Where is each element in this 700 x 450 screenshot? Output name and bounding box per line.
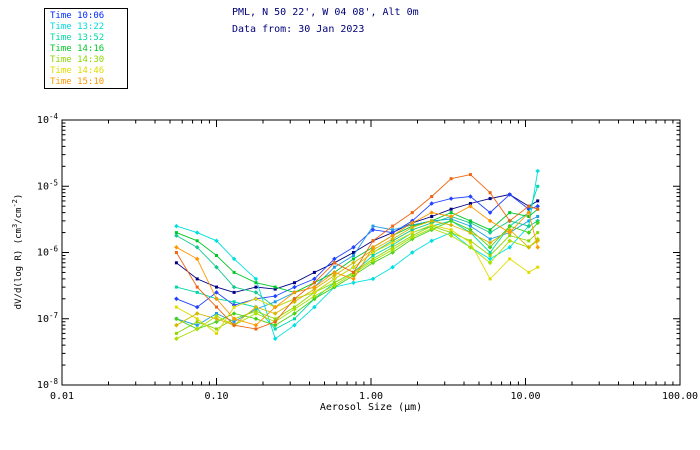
plot-title: PML, N 50 22', W 04 08', Alt 0m [232, 7, 419, 18]
legend-item-1352: Time 13:52 [50, 33, 105, 43]
svg-text:10-8: 10-8 [37, 377, 59, 391]
svg-text:1.00: 1.00 [359, 391, 383, 402]
legend-item-1510: Time 15:10 [50, 77, 105, 87]
svg-text:10-6: 10-6 [37, 245, 59, 259]
plot-subtitle: Data from: 30 Jan 2023 [232, 24, 365, 35]
x-axis-label: Aerosol Size (μm) [319, 402, 423, 413]
legend-item-1006: Time 10:06 [50, 11, 105, 21]
svg-text:10-4: 10-4 [37, 112, 59, 126]
legend-item-1322: Time 13:22 [50, 22, 105, 32]
svg-text:0.01: 0.01 [50, 391, 74, 402]
time-legend: Time 10:06 Time 13:22 Time 13:52 Time 14… [44, 8, 128, 89]
svg-text:0.10: 0.10 [204, 391, 228, 402]
legend-item-1430: Time 14:30 [50, 55, 105, 65]
legend-item-1416: Time 14:16 [50, 44, 105, 54]
svg-text:10-7: 10-7 [37, 311, 58, 325]
y-axis-label: dV/d(log R) (cm3/cm-2) [11, 193, 24, 310]
svg-text:10.00: 10.00 [510, 391, 540, 402]
svg-text:100.00: 100.00 [662, 391, 698, 402]
svg-text:10-5: 10-5 [37, 178, 58, 192]
legend-item-1446: Time 14:46 [50, 66, 105, 76]
